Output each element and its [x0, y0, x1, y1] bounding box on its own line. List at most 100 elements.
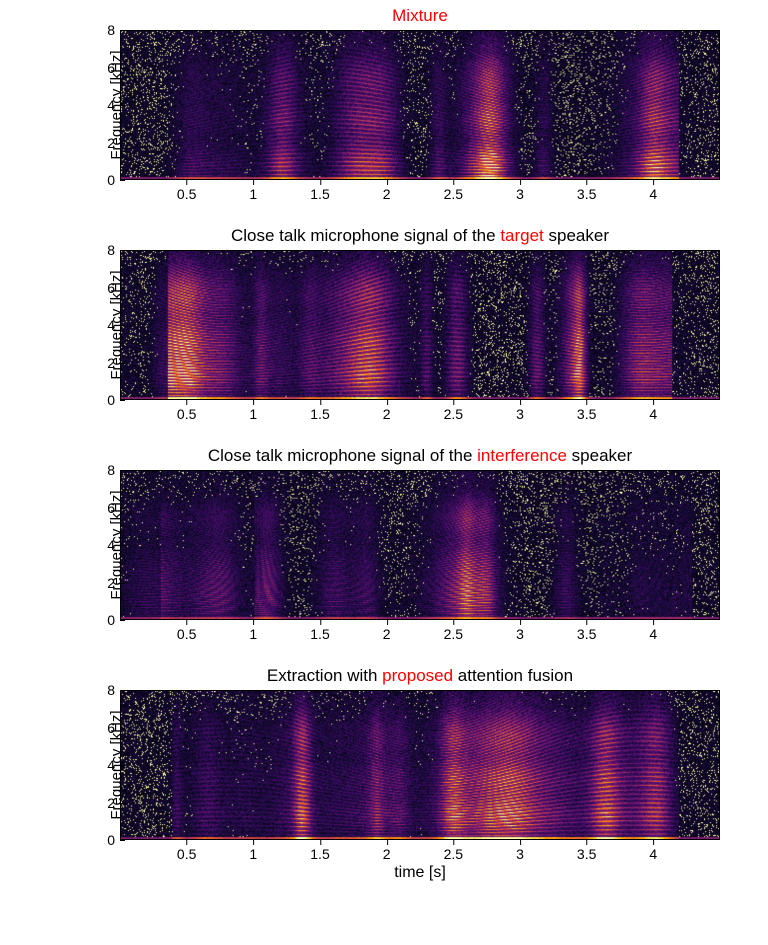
tick-mark [253, 840, 254, 845]
tick-mark [653, 400, 654, 405]
tick-mark [320, 620, 321, 625]
x-tick-label: 2 [383, 406, 391, 422]
x-tick-label: 2.5 [444, 186, 463, 202]
y-tick: 4 [107, 317, 115, 333]
tick-mark [587, 400, 588, 405]
tick-mark [120, 105, 125, 106]
x-tick: 1.5 [310, 846, 329, 862]
x-tick: 4 [649, 406, 657, 422]
x-tick-label: 1.5 [310, 406, 329, 422]
x-tick: 3 [516, 186, 524, 202]
x-tick-label: 0.5 [177, 406, 196, 422]
x-tick: 3 [516, 406, 524, 422]
tick-mark [653, 620, 654, 625]
tick-mark [520, 840, 521, 845]
x-tick: 3.5 [577, 406, 596, 422]
x-tick-label: 4 [649, 846, 657, 862]
spectrogram-panel-target: Close talk microphone signal of the targ… [120, 250, 720, 400]
plot-area [120, 30, 720, 180]
x-tick: 2 [383, 846, 391, 862]
x-tick: 1.5 [310, 186, 329, 202]
tick-mark [653, 840, 654, 845]
x-tick: 0.5 [177, 846, 196, 862]
y-tick: 4 [107, 757, 115, 773]
y-tick-label: 4 [107, 317, 115, 333]
tick-mark [120, 545, 125, 546]
tick-mark [387, 840, 388, 845]
tick-mark [120, 30, 125, 31]
y-tick: 6 [107, 720, 115, 736]
tick-mark [120, 325, 125, 326]
x-tick-label: 3 [516, 846, 524, 862]
x-tick: 3 [516, 846, 524, 862]
panel-title: Close talk microphone signal of the targ… [120, 226, 720, 246]
plot-area [120, 250, 720, 400]
spectrogram-canvas [120, 30, 720, 180]
tick-mark [453, 180, 454, 185]
tick-mark [120, 470, 125, 471]
title-highlight: Mixture [392, 6, 448, 25]
tick-mark [187, 840, 188, 845]
tick-mark [120, 690, 125, 691]
tick-mark [187, 620, 188, 625]
y-tick: 2 [107, 355, 115, 371]
y-tick: 2 [107, 795, 115, 811]
y-tick-label: 8 [107, 682, 115, 698]
y-tick: 8 [107, 462, 115, 478]
y-tick: 2 [107, 135, 115, 151]
x-tick-label: 2 [383, 846, 391, 862]
x-tick-label: 1 [249, 186, 257, 202]
spectrogram-canvas [120, 250, 720, 400]
spectrogram-panel-interference: Close talk microphone signal of the inte… [120, 470, 720, 620]
title-text: Close talk microphone signal of the [208, 446, 477, 465]
x-tick-label: 3.5 [577, 846, 596, 862]
tick-mark [587, 840, 588, 845]
y-tick-label: 4 [107, 97, 115, 113]
tick-mark [387, 620, 388, 625]
y-tick: 8 [107, 242, 115, 258]
tick-mark [187, 400, 188, 405]
title-text: speaker [567, 446, 632, 465]
tick-mark [453, 620, 454, 625]
tick-mark [587, 620, 588, 625]
x-tick: 2 [383, 406, 391, 422]
title-highlight: target [500, 226, 543, 245]
title-highlight: interference [477, 446, 567, 465]
x-tick-label: 1.5 [310, 846, 329, 862]
tick-mark [120, 508, 125, 509]
tick-mark [120, 143, 125, 144]
y-tick: 8 [107, 682, 115, 698]
tick-mark [520, 180, 521, 185]
tick-mark [120, 400, 125, 401]
tick-mark [120, 180, 125, 181]
x-tick: 2.5 [444, 846, 463, 862]
tick-mark [253, 180, 254, 185]
x-tick-label: 1.5 [310, 626, 329, 642]
tick-mark [520, 620, 521, 625]
y-tick-label: 0 [107, 392, 115, 408]
tick-mark [453, 400, 454, 405]
tick-mark [320, 180, 321, 185]
y-tick-label: 8 [107, 22, 115, 38]
x-tick-label: 1 [249, 626, 257, 642]
y-tick-label: 6 [107, 720, 115, 736]
x-tick: 0.5 [177, 186, 196, 202]
x-tick: 2.5 [444, 406, 463, 422]
tick-mark [120, 288, 125, 289]
x-tick: 1 [249, 186, 257, 202]
x-tick-label: 3 [516, 406, 524, 422]
x-tick-label: 3.5 [577, 406, 596, 422]
title-text: Close talk microphone signal of the [231, 226, 500, 245]
x-tick-label: 0.5 [177, 186, 196, 202]
plot-area [120, 470, 720, 620]
y-tick-label: 2 [107, 795, 115, 811]
tick-mark [320, 400, 321, 405]
tick-mark [520, 400, 521, 405]
x-tick-label: 4 [649, 406, 657, 422]
y-tick-label: 0 [107, 612, 115, 628]
tick-mark [120, 620, 125, 621]
y-tick-label: 2 [107, 355, 115, 371]
tick-mark [587, 180, 588, 185]
y-tick: 6 [107, 500, 115, 516]
y-tick: 4 [107, 537, 115, 553]
